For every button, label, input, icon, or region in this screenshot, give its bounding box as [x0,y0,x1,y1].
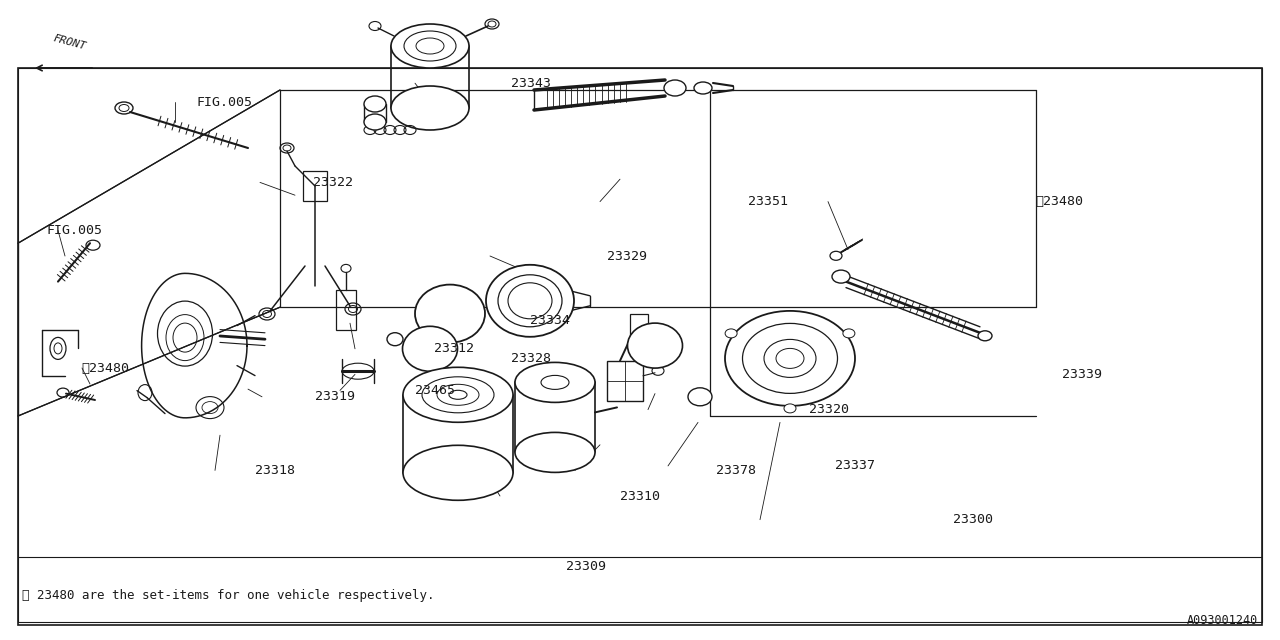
Text: 23465: 23465 [415,384,456,397]
Ellipse shape [403,367,513,422]
Text: 23334: 23334 [530,314,571,326]
Text: 23351: 23351 [748,195,788,208]
Text: FIG.005: FIG.005 [46,224,102,237]
Bar [607,361,643,401]
Ellipse shape [664,80,686,96]
Text: 23339: 23339 [1061,368,1102,381]
Bar [18,68,1262,625]
Text: 23310: 23310 [620,490,660,502]
Ellipse shape [829,252,842,260]
Text: 23318: 23318 [255,464,296,477]
Ellipse shape [724,329,737,338]
Ellipse shape [387,333,403,346]
Text: 23300: 23300 [952,513,993,526]
Ellipse shape [724,311,855,406]
Ellipse shape [390,86,468,130]
Text: ※23480: ※23480 [1036,195,1084,208]
Text: 23309: 23309 [566,560,607,573]
Ellipse shape [403,445,513,500]
Ellipse shape [402,326,457,371]
Ellipse shape [364,96,387,112]
Text: 23329: 23329 [607,250,648,262]
Ellipse shape [627,323,682,368]
Text: 23322: 23322 [312,176,353,189]
Text: 23319: 23319 [315,390,356,403]
Ellipse shape [486,265,573,337]
Ellipse shape [785,404,796,413]
Ellipse shape [515,362,595,403]
Text: 23320: 23320 [809,403,850,416]
Bar [303,171,326,201]
Bar [337,291,356,330]
Ellipse shape [364,114,387,130]
Text: FIG.005: FIG.005 [196,96,252,109]
Ellipse shape [390,24,468,68]
Text: ※ 23480 are the set-items for one vehicle respectively.: ※ 23480 are the set-items for one vehicl… [22,589,434,602]
Text: FRONT: FRONT [52,34,87,52]
Ellipse shape [832,270,850,283]
Text: 23337: 23337 [835,460,876,472]
Ellipse shape [415,285,485,342]
Ellipse shape [844,329,855,338]
Ellipse shape [515,433,595,472]
Text: 23328: 23328 [511,352,552,365]
Text: ※23480: ※23480 [81,362,129,374]
Text: A093001240: A093001240 [1187,614,1258,627]
Ellipse shape [689,388,712,406]
Text: 23312: 23312 [434,342,475,355]
Text: 23343: 23343 [511,77,552,90]
Text: 23378: 23378 [716,464,756,477]
Ellipse shape [978,331,992,341]
Bar [630,314,648,336]
Ellipse shape [694,82,712,94]
